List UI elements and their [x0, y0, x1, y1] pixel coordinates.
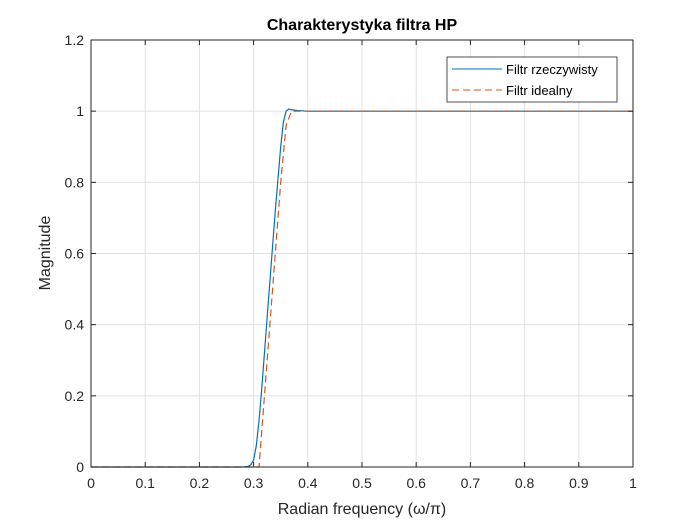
- series-line-filtr-idealny: [91, 110, 633, 468]
- y-tick-label: 0.8: [65, 174, 85, 190]
- x-tick-label: 1: [629, 475, 637, 491]
- x-tick-label: 0.6: [406, 475, 426, 491]
- legend-label-filtr-idealny: Filtr idealny: [506, 83, 573, 98]
- x-tick-label: 0: [87, 475, 95, 491]
- y-tick-label: 0.6: [65, 246, 85, 262]
- x-tick-label: 0.3: [244, 475, 264, 491]
- x-tick-label: 0.8: [515, 475, 535, 491]
- series-layer: [91, 108, 633, 468]
- x-tick-label: 0.2: [190, 475, 210, 491]
- y-tick-label: 1.2: [65, 32, 85, 48]
- legend: Filtr rzeczywisty Filtr idealny: [446, 56, 618, 103]
- x-tick-label: 0.7: [461, 475, 481, 491]
- y-axis-title: Magnitude: [37, 216, 54, 291]
- chart-title: Charakterystyka filtra HP: [267, 17, 458, 34]
- x-tick-label: 0.1: [135, 475, 155, 491]
- tick-labels: 0 0.1 0.2 0.3 0.4 0.5 0.6 0.7 0.8 0.9 1 0 0.2 0.4 0.6 0…: [65, 32, 638, 491]
- x-axis-title: Radian frequency (ω/π): [278, 501, 447, 518]
- y-tick-label: 0: [76, 459, 84, 475]
- y-tick-label: 0.4: [65, 317, 85, 333]
- x-tick-label: 0.9: [569, 475, 589, 491]
- x-tick-label: 0.4: [298, 475, 318, 491]
- legend-box: [446, 56, 618, 103]
- ticks: [90, 39, 634, 468]
- y-tick-label: 1: [76, 103, 84, 119]
- x-tick-label: 0.5: [352, 475, 372, 491]
- legend-label-filtr-rzeczywisty: Filtr rzeczywisty: [506, 62, 598, 77]
- y-tick-label: 0.2: [65, 388, 85, 404]
